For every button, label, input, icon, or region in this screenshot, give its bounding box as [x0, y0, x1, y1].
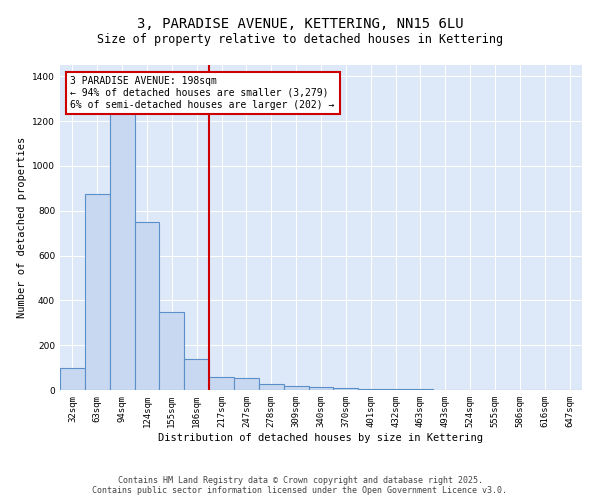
Bar	[234, 378, 259, 390]
Bar	[334, 388, 358, 390]
Bar	[358, 389, 383, 390]
Bar	[160, 312, 184, 390]
Text: Contains HM Land Registry data © Crown copyright and database right 2025.
Contai: Contains HM Land Registry data © Crown c…	[92, 476, 508, 495]
Bar	[259, 384, 284, 390]
Text: Size of property relative to detached houses in Kettering: Size of property relative to detached ho…	[97, 32, 503, 46]
Y-axis label: Number of detached properties: Number of detached properties	[17, 137, 26, 318]
Bar	[85, 194, 110, 390]
Bar	[110, 104, 134, 390]
Bar	[184, 358, 209, 390]
Bar	[284, 386, 308, 390]
Bar	[383, 389, 408, 390]
X-axis label: Distribution of detached houses by size in Kettering: Distribution of detached houses by size …	[158, 432, 484, 442]
Bar	[209, 376, 234, 390]
Bar	[308, 386, 334, 390]
Bar	[134, 222, 160, 390]
Text: 3, PARADISE AVENUE, KETTERING, NN15 6LU: 3, PARADISE AVENUE, KETTERING, NN15 6LU	[137, 18, 463, 32]
Text: 3 PARADISE AVENUE: 198sqm
← 94% of detached houses are smaller (3,279)
6% of sem: 3 PARADISE AVENUE: 198sqm ← 94% of detac…	[70, 76, 335, 110]
Bar	[60, 368, 85, 390]
